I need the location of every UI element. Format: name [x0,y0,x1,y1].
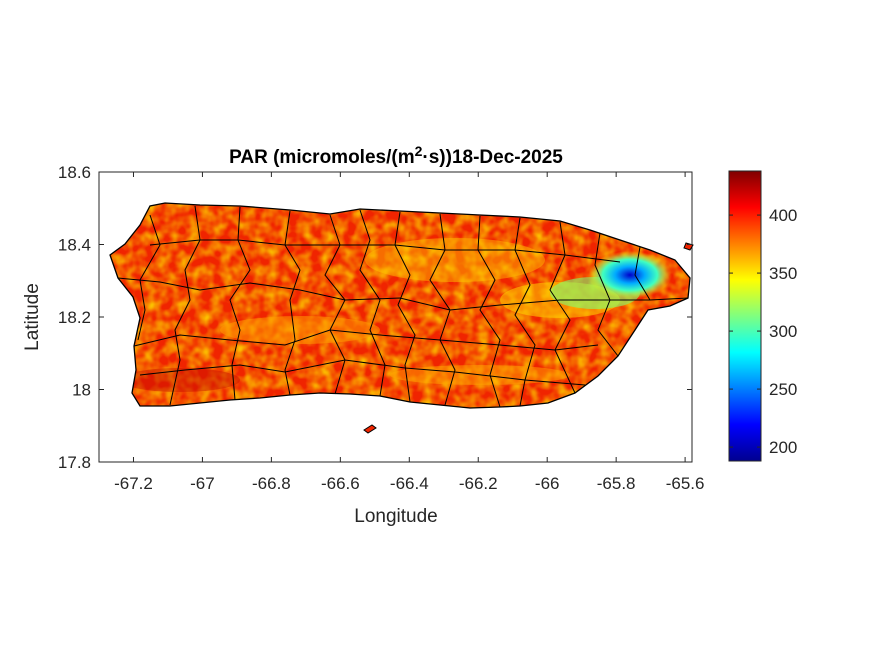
island-heatmap [110,203,690,408]
y-tick-label: 18 [72,381,91,400]
x-axis-label: Longitude [354,506,437,527]
y-axis-ticks: 17.8 18 18.2 18.4 18.6 [58,163,692,472]
x-tick-label: -66.6 [321,474,360,493]
low-par-zone [588,251,672,299]
x-tick-label: -66.8 [252,474,291,493]
colorbar-tick-label: 350 [769,264,797,283]
x-tick-label: -66.2 [459,474,498,493]
municipality-boundaries [117,205,689,408]
colorbar-tick-label: 200 [769,438,797,457]
y-tick-label: 18.6 [58,163,91,182]
colorbar [728,170,762,462]
x-tick-label: -67 [190,474,215,493]
x-tick-label: -65.8 [597,474,636,493]
colorbar-ticks: 200 250 300 350 400 [729,206,797,457]
x-tick-label: -66 [535,474,560,493]
y-tick-label: 18.4 [58,236,91,255]
y-axis-label: Latitude [22,283,43,351]
y-tick-label: 18.2 [58,308,91,327]
x-tick-label: -65.6 [666,474,705,493]
chart-title: PAR (micromoles/(m2·s))18-Dec-2025 [229,143,563,168]
caja-de-muertos-islet [363,424,377,434]
x-axis-ticks: -67.2 -67 -66.8 -66.6 -66.4 -66.2 -66 -65.8 -65.… [114,172,704,493]
x-tick-label: -66.4 [390,474,429,493]
y-tick-label: 17.8 [58,453,91,472]
colorbar-tick-label: 250 [769,380,797,399]
colorbar-tick-label: 400 [769,206,797,225]
x-tick-label: -67.2 [114,474,153,493]
colorbar-tick-label: 300 [769,322,797,341]
